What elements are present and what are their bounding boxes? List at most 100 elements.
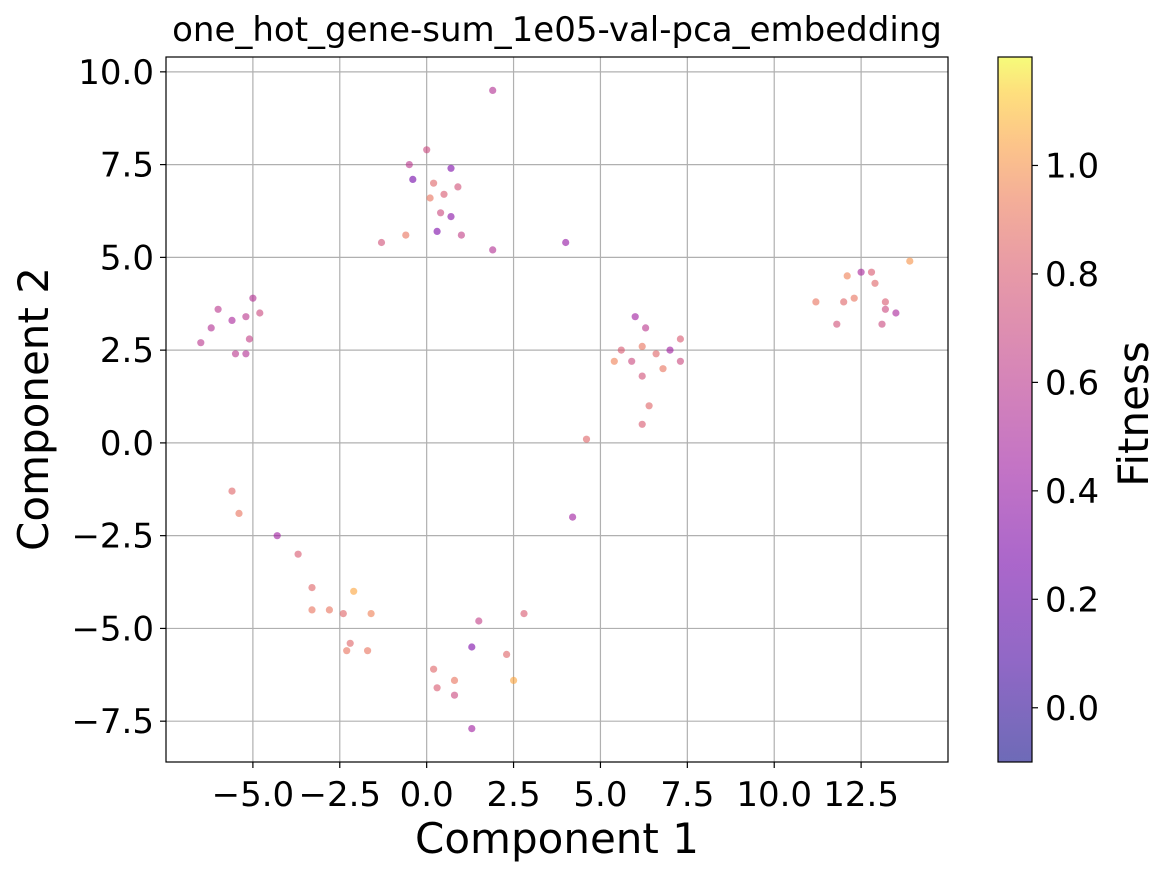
data-point	[343, 647, 351, 655]
x-tick-label: 2.5	[487, 775, 541, 815]
data-point	[214, 305, 222, 313]
y-tick-label: −7.5	[71, 702, 154, 742]
data-point	[659, 365, 667, 373]
data-point	[273, 532, 281, 540]
x-tick-label: 0.0	[400, 775, 454, 815]
data-point	[881, 298, 890, 306]
x-tick-label: 10.0	[736, 775, 812, 815]
y-tick-label: 7.5	[100, 146, 154, 186]
y-axis-label: Component 2	[9, 267, 58, 551]
x-axis-label: Component 1	[415, 814, 699, 863]
data-point	[430, 665, 438, 673]
data-point	[447, 213, 455, 221]
data-point	[228, 487, 236, 495]
data-point	[433, 227, 441, 235]
data-point	[450, 691, 459, 699]
colorbar-tick-label: 0.0	[1045, 689, 1099, 729]
data-point	[878, 320, 886, 328]
colorbar-tick-label: 0.4	[1045, 472, 1099, 512]
data-point	[294, 550, 302, 558]
data-point	[676, 335, 685, 343]
data-point	[256, 309, 264, 317]
data-point	[405, 161, 413, 169]
data-point	[652, 350, 660, 358]
data-point	[228, 316, 236, 324]
y-tick-label: 2.5	[100, 331, 154, 371]
data-points	[197, 86, 914, 733]
data-point	[346, 639, 354, 647]
data-point	[631, 313, 639, 321]
data-point	[628, 357, 636, 365]
y-tick-label: 0.0	[100, 424, 154, 464]
data-point	[520, 610, 528, 618]
data-point	[645, 402, 653, 410]
x-tick-label: 12.5	[823, 775, 899, 815]
data-point	[367, 610, 375, 618]
data-point	[503, 650, 511, 659]
x-axis-ticks: −5.0 −2.5 0.0 2.5 5.0 7.5 10.0 12.5	[212, 762, 899, 815]
data-point	[339, 610, 347, 618]
colorbar	[998, 57, 1032, 762]
data-point	[242, 350, 250, 358]
plot-frame	[165, 56, 949, 763]
x-tick-label: −2.5	[298, 775, 381, 815]
y-tick-label: 10.0	[78, 53, 154, 93]
data-point	[871, 279, 879, 287]
data-point	[857, 268, 865, 276]
grid	[166, 57, 948, 762]
data-point	[475, 617, 483, 625]
data-point	[235, 509, 243, 517]
data-point	[231, 350, 240, 358]
colorbar-tick-label: 0.2	[1045, 580, 1099, 620]
colorbar-tick-label: 0.6	[1045, 363, 1099, 403]
data-point	[409, 175, 417, 183]
data-point	[666, 346, 674, 354]
data-point	[468, 725, 476, 733]
data-point	[454, 183, 462, 191]
data-point	[489, 246, 497, 254]
colorbar-ticks: 0.0 0.2 0.4 0.6 0.8 1.0	[1032, 146, 1099, 729]
x-tick-label: −5.0	[212, 775, 295, 815]
data-point	[197, 339, 205, 347]
data-point	[430, 179, 438, 187]
data-point	[308, 606, 316, 614]
colorbar-tick-label: 0.8	[1045, 255, 1099, 295]
colorbar-frame	[997, 56, 1033, 763]
data-point	[242, 313, 250, 321]
data-point	[377, 238, 386, 247]
data-point	[638, 372, 646, 380]
data-point	[582, 435, 591, 443]
chart-title: one_hot_gene-sum_1e05-val-pca_embedding	[172, 10, 942, 50]
data-point	[350, 587, 358, 595]
data-point	[440, 190, 448, 198]
data-point	[489, 86, 497, 94]
data-point	[468, 643, 476, 651]
data-point	[426, 194, 434, 202]
data-point	[437, 209, 445, 217]
data-point	[447, 164, 455, 172]
data-point	[642, 324, 650, 332]
data-point	[617, 346, 625, 354]
colorbar-tick-label: 1.0	[1045, 146, 1099, 186]
data-point	[450, 676, 459, 685]
data-point	[850, 294, 858, 302]
data-point	[881, 305, 890, 313]
y-axis-ticks: −7.5 −5.0 −2.5 0.0 2.5 5.0 7.5 10.0	[71, 53, 166, 742]
data-point	[249, 294, 257, 302]
data-point	[638, 342, 646, 350]
data-point	[892, 309, 900, 317]
data-point	[569, 513, 577, 521]
data-point	[433, 684, 441, 692]
data-point	[308, 584, 316, 592]
data-point	[812, 298, 820, 306]
data-point	[457, 231, 465, 239]
data-point	[833, 320, 841, 328]
x-tick-label: 7.5	[660, 775, 714, 815]
data-point	[638, 420, 646, 428]
data-point	[364, 647, 372, 655]
x-tick-label: 5.0	[573, 775, 627, 815]
data-point	[562, 238, 570, 247]
y-tick-label: −5.0	[71, 609, 154, 649]
data-point	[610, 357, 618, 365]
